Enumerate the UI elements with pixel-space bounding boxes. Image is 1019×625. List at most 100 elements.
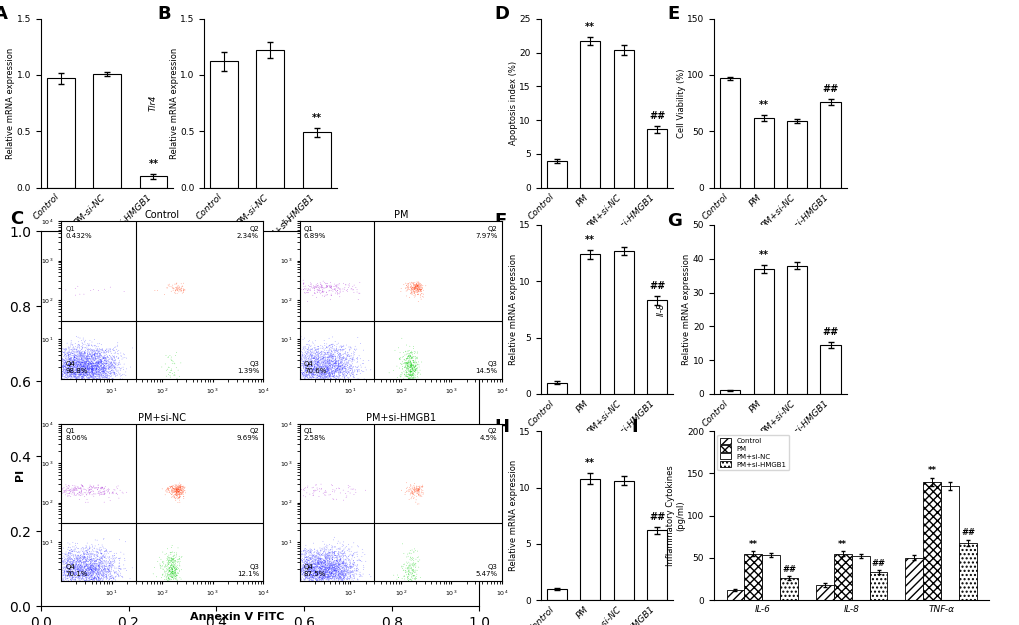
Point <box>310 342 326 352</box>
Point <box>337 570 354 580</box>
Point <box>399 360 416 370</box>
Point <box>331 380 347 390</box>
Point <box>53 363 69 373</box>
Point <box>62 364 78 374</box>
Point <box>316 341 332 351</box>
Point <box>317 551 333 561</box>
Point <box>91 564 107 574</box>
Point <box>312 571 328 581</box>
Point <box>337 551 354 561</box>
Point <box>59 561 75 571</box>
Point <box>62 353 78 363</box>
Point <box>403 559 419 569</box>
Point <box>77 345 94 355</box>
Point <box>78 365 95 375</box>
Point <box>325 548 341 558</box>
Point <box>97 356 113 366</box>
Point <box>66 569 83 579</box>
Point <box>117 375 133 385</box>
Point <box>79 498 96 508</box>
Point <box>309 344 325 354</box>
Point <box>78 379 95 389</box>
Point <box>103 571 119 581</box>
Point <box>60 488 76 498</box>
Point <box>82 543 98 553</box>
Point <box>90 346 106 356</box>
Point <box>408 284 424 294</box>
Point <box>77 371 94 381</box>
Point <box>331 284 347 294</box>
Point <box>324 351 340 361</box>
Point <box>163 489 179 499</box>
Point <box>62 581 78 591</box>
Point <box>312 367 328 377</box>
Point <box>95 368 111 378</box>
Point <box>304 572 320 582</box>
Point <box>163 486 179 496</box>
Point <box>48 554 64 564</box>
Point <box>328 551 344 561</box>
Point <box>59 349 75 359</box>
Point <box>92 361 108 371</box>
Point <box>314 569 330 579</box>
Point <box>91 482 107 492</box>
Point <box>57 357 73 367</box>
Point <box>296 371 312 381</box>
Point <box>312 368 328 378</box>
Point <box>320 566 336 576</box>
Point <box>400 357 417 367</box>
Point <box>305 363 321 373</box>
Point <box>332 367 348 377</box>
Point <box>407 282 423 292</box>
Point <box>317 568 333 578</box>
Point <box>106 574 122 584</box>
Point <box>330 548 346 558</box>
Point <box>58 573 74 583</box>
Point <box>412 284 428 294</box>
Point <box>317 374 333 384</box>
Point <box>342 484 359 494</box>
Point <box>308 554 324 564</box>
Point <box>340 539 357 549</box>
Point <box>82 573 98 583</box>
Point <box>159 561 175 571</box>
Point <box>69 362 86 372</box>
Point <box>334 546 351 556</box>
Point <box>170 483 186 493</box>
Point <box>401 368 418 378</box>
Point <box>395 581 412 591</box>
Point <box>323 568 339 578</box>
Point <box>74 366 91 376</box>
Point <box>317 561 333 571</box>
Point <box>66 354 83 364</box>
Point <box>78 371 95 381</box>
Point <box>77 554 94 564</box>
Point <box>320 574 336 584</box>
Point <box>169 560 185 570</box>
Point <box>87 349 103 359</box>
Point <box>56 566 72 576</box>
Point <box>111 558 127 568</box>
Point <box>319 563 335 573</box>
Point <box>311 572 327 582</box>
Point <box>88 368 104 378</box>
Point <box>398 291 415 301</box>
Point <box>41 366 57 376</box>
Point <box>74 572 91 582</box>
Point <box>410 485 426 495</box>
Point <box>337 354 354 364</box>
Point <box>164 564 180 574</box>
Point <box>66 365 83 375</box>
Point <box>75 351 92 361</box>
Point <box>294 549 311 559</box>
Point <box>307 369 323 379</box>
Point <box>90 345 106 355</box>
Point <box>65 367 82 377</box>
Point <box>407 574 423 584</box>
Point <box>404 360 420 370</box>
Point <box>57 362 73 372</box>
Point <box>309 559 325 569</box>
Point <box>75 358 92 368</box>
Point <box>74 368 91 378</box>
Point <box>310 568 326 578</box>
